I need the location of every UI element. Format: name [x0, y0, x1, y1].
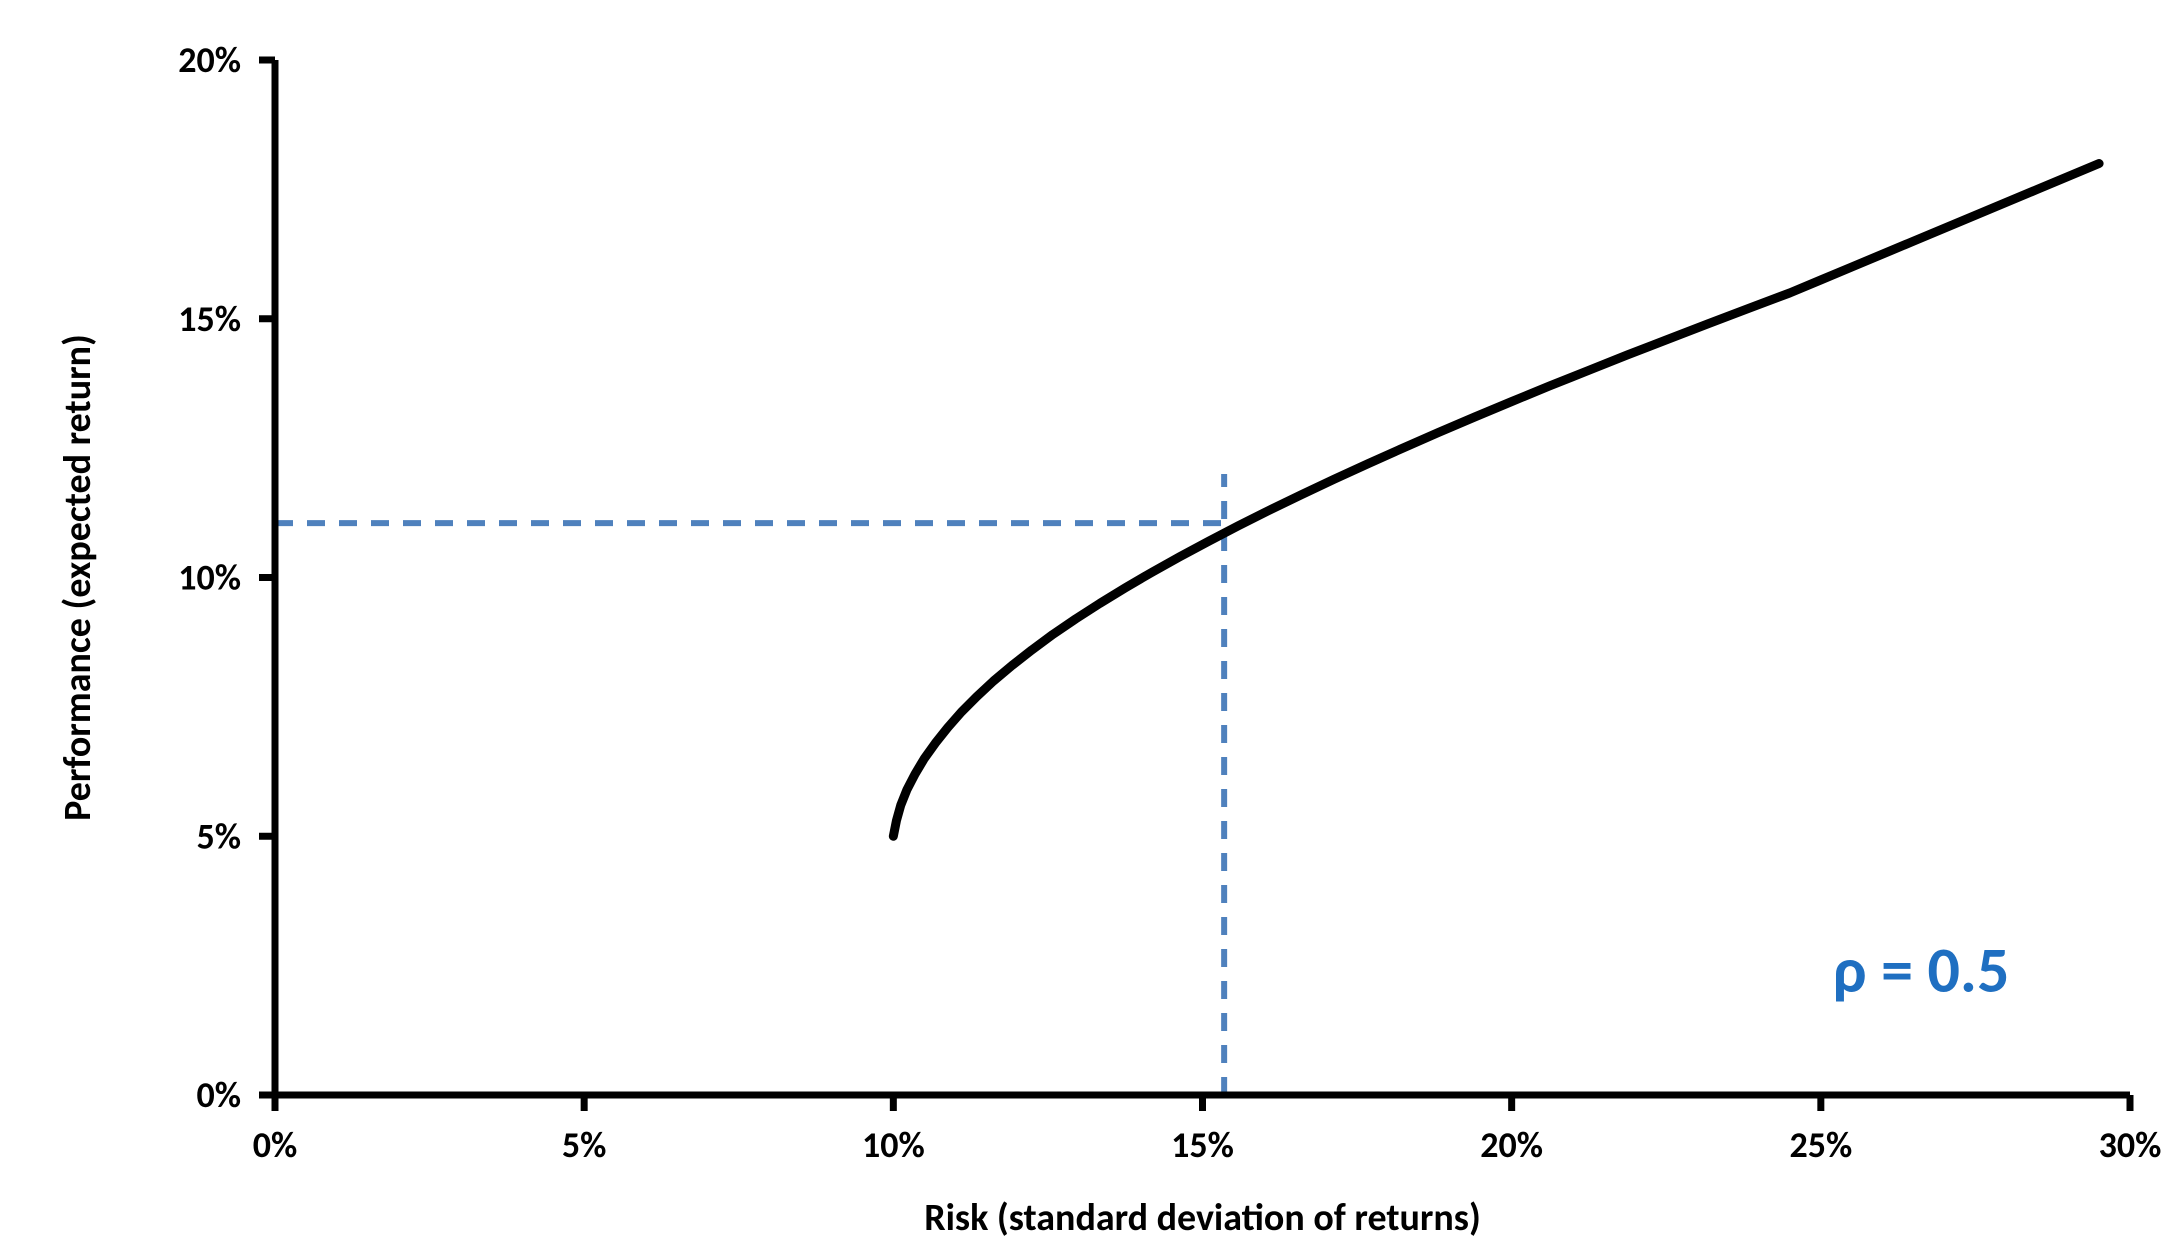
x-tick-label: 25%	[1789, 1123, 1852, 1167]
x-tick-label: 10%	[862, 1123, 925, 1167]
x-tick-label: 5%	[562, 1123, 607, 1167]
rho-annotation: ρ = 0.5	[1833, 932, 2010, 1010]
efficient-frontier-chart: 0% 5% 10% 15% 20% 25% 30% 0% 5% 10% 15% 20% Risk (st…	[0, 0, 2179, 1255]
y-tick-label: 20%	[178, 38, 241, 82]
y-tick-label: 5%	[197, 814, 242, 858]
y-tick-label: 0%	[197, 1073, 242, 1117]
x-tick-label: 30%	[2099, 1123, 2162, 1167]
y-tick-label: 15%	[178, 297, 241, 341]
x-tick-label: 20%	[1480, 1123, 1543, 1167]
x-tick-label: 0%	[253, 1123, 298, 1167]
x-tick-label: 15%	[1171, 1123, 1234, 1167]
x-axis-label: Risk (standard deviation of returns)	[924, 1195, 1481, 1241]
y-tick-label: 10%	[178, 556, 241, 600]
y-axis-label: Performance (expected return)	[55, 334, 101, 821]
